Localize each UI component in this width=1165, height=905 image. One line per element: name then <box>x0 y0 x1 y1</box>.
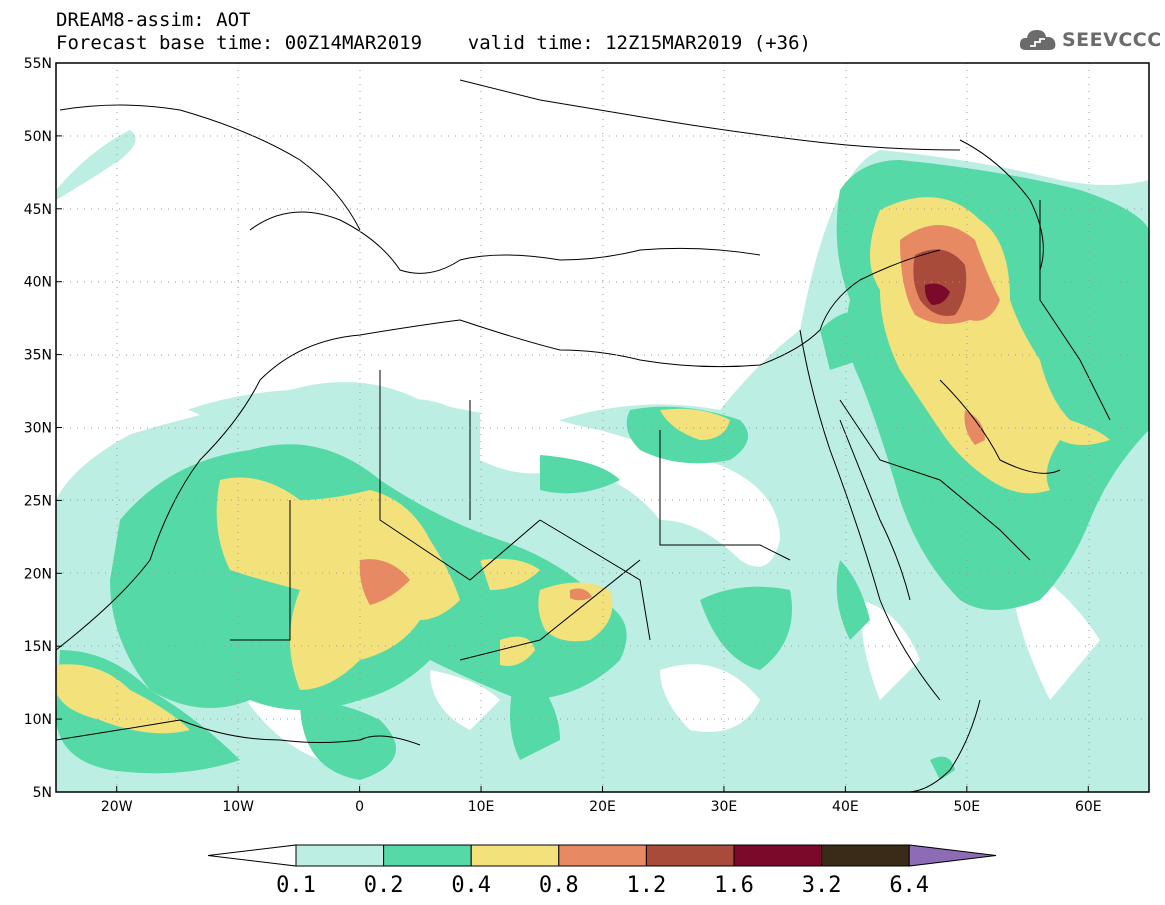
lat-tick-label: 45N <box>24 202 52 218</box>
colorbar-left-arrow <box>207 844 297 867</box>
lat-tick-label: 15N <box>24 639 52 655</box>
chart-title: DREAM8-assim: AOT <box>56 9 251 31</box>
lon-tick-label: 40E <box>832 799 859 815</box>
longitude-axis: 20W 10W 0 10E 20E 30E 40E 50E 60E <box>101 786 1102 815</box>
seevccc-logo: SEEVCCC <box>1018 24 1162 56</box>
lon-tick-label: 30E <box>711 799 738 815</box>
colorbar-label: 1.2 <box>627 873 667 898</box>
colorbar-box <box>558 844 647 867</box>
lon-tick-label: 20W <box>101 799 133 815</box>
lon-tick-label: 0 <box>355 799 364 815</box>
colorbar-label: 0.8 <box>539 873 579 898</box>
lon-tick-label: 20E <box>589 799 616 815</box>
lat-tick-label: 20N <box>24 566 52 582</box>
cloud-icon <box>1019 30 1056 50</box>
colorbar-box <box>470 844 560 867</box>
colorbar-box <box>383 844 472 867</box>
lon-tick-label: 60E <box>1075 799 1102 815</box>
colorbar-box <box>821 844 910 867</box>
colorbar: 0.1 0.2 0.4 0.8 1.2 1.6 3.2 6.4 <box>207 844 997 898</box>
lat-tick-label: 5N <box>33 785 52 801</box>
latitude-axis: 5N 10N 15N 20N 25N 30N 35N 40N 45N 50N 55N <box>24 56 62 801</box>
lat-tick-label: 55N <box>24 56 52 72</box>
colorbar-label: 1.6 <box>714 873 754 898</box>
lat-tick-label: 35N <box>24 348 52 364</box>
lat-tick-label: 30N <box>24 421 52 437</box>
colorbar-label: 6.4 <box>889 873 929 898</box>
colorbar-label: 0.1 <box>276 873 316 898</box>
colorbar-label: 3.2 <box>802 873 842 898</box>
chart-subtitle: Forecast base time: 00Z14MAR2019 valid t… <box>56 32 811 54</box>
logo-text: SEEVCCC <box>1062 29 1162 51</box>
lat-tick-label: 25N <box>24 493 52 509</box>
aot-shading <box>56 130 1149 792</box>
colorbar-right-arrow <box>908 844 997 867</box>
colorbar-box <box>295 844 385 867</box>
gridlines <box>56 63 1149 792</box>
colorbar-label: 0.4 <box>451 873 491 898</box>
lat-tick-label: 50N <box>24 129 52 145</box>
lon-tick-label: 50E <box>953 799 980 815</box>
lat-tick-label: 10N <box>24 712 52 728</box>
colorbar-label: 0.2 <box>364 873 404 898</box>
colorbar-box <box>733 844 823 867</box>
lon-tick-label: 10E <box>468 799 495 815</box>
colorbar-box <box>645 844 735 867</box>
lon-tick-label: 10W <box>222 799 254 815</box>
lat-tick-label: 40N <box>24 275 52 291</box>
